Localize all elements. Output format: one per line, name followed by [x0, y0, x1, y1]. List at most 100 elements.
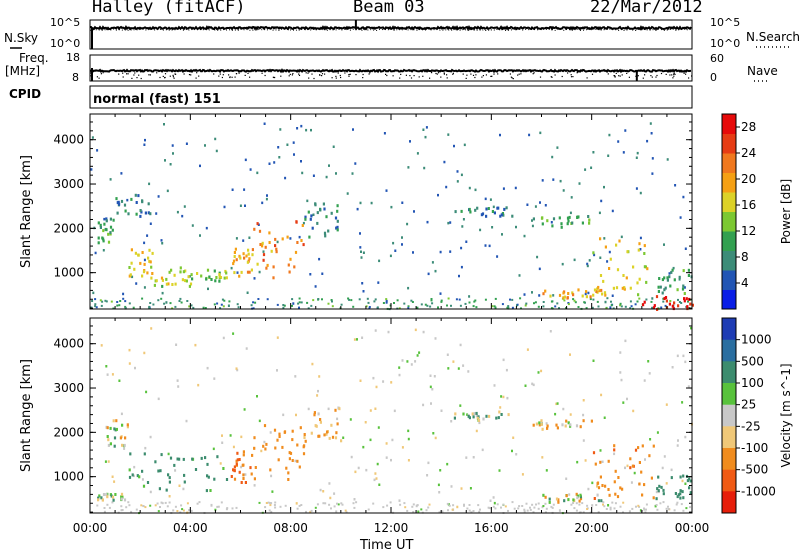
- velocity-cell: [679, 496, 682, 500]
- power-cell: [666, 276, 669, 280]
- power-cell: [669, 284, 672, 288]
- power-ground-cell: [459, 304, 462, 307]
- velocity-cell: [251, 453, 254, 457]
- velocity-ground-cell: [689, 506, 691, 509]
- power-cell: [148, 259, 151, 263]
- power-ground-cell: [458, 298, 461, 301]
- power-noise-cell: [256, 171, 259, 175]
- nave-point: [532, 73, 534, 75]
- velocity-cell: [563, 499, 566, 503]
- velocity-cell: [674, 492, 677, 495]
- velocity-noise-cell: [512, 436, 515, 439]
- velocity-noise-cell: [294, 459, 297, 463]
- nave-point: [462, 73, 464, 75]
- velocity-cell: [662, 488, 665, 492]
- power-cell: [134, 193, 137, 197]
- nave-point: [148, 74, 150, 76]
- velocity-noise-cell: [456, 505, 459, 509]
- velocity-noise-cell: [328, 482, 331, 485]
- velocity-cell: [209, 489, 212, 492]
- nave-point: [164, 76, 166, 79]
- power-noise-cell: [479, 228, 482, 232]
- y-tick-label: 1000: [53, 470, 84, 484]
- velocity-cell: [158, 487, 161, 491]
- velocity-cell: [597, 486, 601, 490]
- power-ground-cell: [619, 302, 622, 305]
- power-noise-cell: [163, 123, 165, 126]
- power-cell: [335, 226, 338, 230]
- velocity-noise-cell: [134, 366, 136, 370]
- velocity-cell: [120, 497, 123, 501]
- velocity-ground-cell: [496, 503, 499, 506]
- power-cell: [666, 278, 669, 282]
- power-noise-cell: [155, 212, 158, 215]
- velocity-ground-cell: [602, 503, 604, 506]
- freq-tick-top: 18: [66, 51, 80, 64]
- velocity-ground-cell: [274, 501, 277, 504]
- velocity-cell: [565, 494, 568, 498]
- velocity-noise-cell: [440, 409, 443, 412]
- velocity-noise-cell: [459, 343, 462, 347]
- velocity-cell: [688, 477, 691, 481]
- velocity-ground-cell: [298, 504, 301, 507]
- velocity-panel-frame: [89, 317, 693, 514]
- nave-point: [335, 77, 337, 79]
- power-cell: [261, 241, 264, 245]
- velocity-noise-cell: [369, 409, 372, 412]
- power-noise-cell: [266, 194, 268, 197]
- power-cell: [502, 213, 505, 217]
- power-cell: [643, 300, 646, 304]
- nave-point: [175, 73, 177, 75]
- power-cell: [609, 257, 612, 261]
- nave-label: Nave: [747, 64, 778, 78]
- power-cell: [499, 214, 502, 218]
- power-cell: [118, 202, 121, 206]
- power-ground-cell: [563, 299, 566, 302]
- nave-point: [570, 74, 572, 76]
- power-noise-cell: [359, 246, 362, 249]
- velocity-cell: [263, 424, 267, 428]
- power-cell: [139, 261, 142, 265]
- power-cell: [491, 210, 494, 213]
- power-noise-cell: [514, 186, 517, 190]
- power-cell: [476, 206, 479, 210]
- power-cell: [589, 295, 592, 299]
- power-ground-cell: [583, 301, 586, 304]
- velocity-noise-cell: [295, 413, 297, 417]
- power-noise-cell: [312, 213, 315, 216]
- power-noise-cell: [122, 292, 125, 296]
- power-noise-cell: [608, 250, 611, 254]
- velocity-ground-cell: [451, 508, 454, 511]
- velocity-noise-cell: [229, 434, 232, 437]
- velocity-ground-cell: [416, 504, 419, 507]
- power-ground-cell: [374, 298, 377, 301]
- velocity-cell: [319, 420, 322, 424]
- power-ground-cell: [221, 298, 224, 301]
- velocity-cell: [546, 424, 549, 428]
- power-ground-cell: [430, 299, 433, 302]
- power-ground-cell: [494, 306, 497, 309]
- velocity-ground-cell: [614, 502, 617, 505]
- power-cell: [673, 278, 676, 282]
- velocity-ground-cell: [180, 504, 183, 507]
- velocity-cell: [662, 492, 665, 496]
- y-tick-label: 4000: [53, 337, 84, 351]
- velocity-cell: [540, 423, 543, 426]
- power-noise-cell: [242, 239, 245, 242]
- nave-point: [628, 76, 630, 78]
- velocity-noise-cell: [407, 459, 410, 462]
- velocity-noise-cell: [253, 484, 256, 487]
- power-cell: [272, 265, 275, 269]
- power-ground-cell: [122, 297, 125, 300]
- power-cell: [485, 214, 488, 218]
- power-noise-cell: [603, 185, 605, 189]
- power-cell: [97, 241, 100, 245]
- nave-point: [446, 74, 448, 76]
- power-cell: [646, 267, 649, 271]
- power-cell: [460, 209, 463, 213]
- power-colorbar-tick-label: 8: [741, 250, 749, 264]
- velocity-cell: [679, 489, 682, 493]
- velocity-ground-cell: [673, 509, 676, 512]
- power-ground-cell: [455, 298, 458, 301]
- velocity-cell: [634, 448, 638, 452]
